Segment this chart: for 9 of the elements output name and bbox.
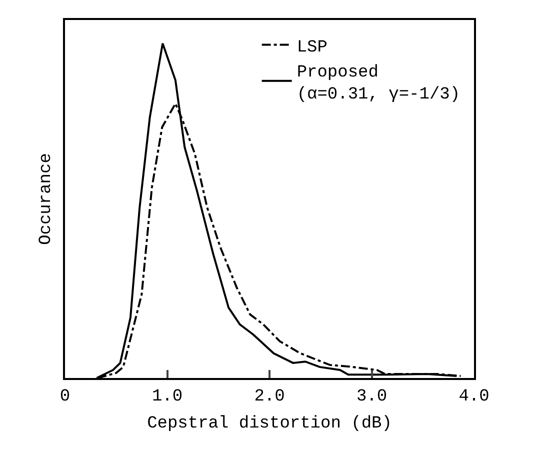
x-axis-title: Cepstral distortion (dB) [147, 414, 392, 434]
x-tick-label: 3.0 [356, 387, 388, 406]
x-tick-label: 1.0 [152, 387, 183, 406]
x-tick-label: 2.0 [254, 387, 285, 406]
legend-label: Proposed (α=0.31, γ=-1/3) [296, 63, 460, 105]
x-tick-label: 0 [60, 387, 70, 406]
y-axis-title: Occurance [37, 153, 56, 245]
legend-label: LSP [296, 38, 328, 58]
x-tick-label: 4.0 [458, 387, 490, 406]
